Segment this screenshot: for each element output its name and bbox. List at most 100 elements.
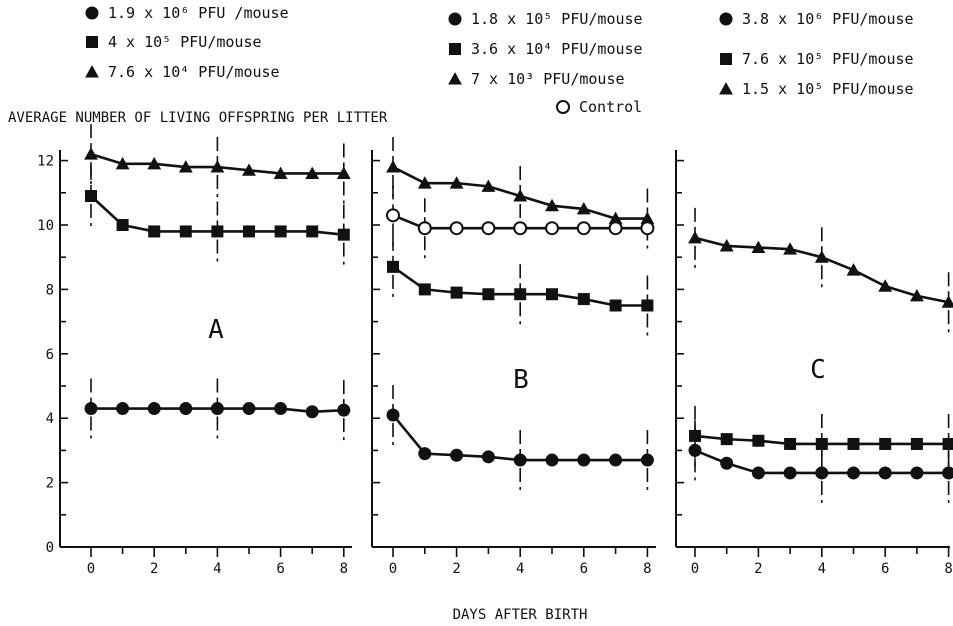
data-point-open-circle <box>386 208 400 223</box>
legend-entry: 7.6 x 10⁴ PFU/mouse <box>108 63 280 81</box>
data-point-triangle <box>178 160 193 173</box>
legend-marker-open-circle <box>556 100 570 114</box>
data-point-square <box>243 225 255 238</box>
data-point-square <box>387 260 399 273</box>
data-point-square <box>274 225 287 238</box>
x-tick-label: 6 <box>580 561 588 577</box>
data-point-circle <box>847 466 860 480</box>
legend-entry: 1.8 x 10⁵ PFU/mouse <box>471 10 643 28</box>
data-point-circle <box>513 453 527 467</box>
data-point-circle <box>609 453 623 467</box>
data-point-open-circle <box>640 221 655 236</box>
data-point-square <box>910 437 923 450</box>
data-point-square <box>116 219 129 231</box>
x-tick-label: 8 <box>944 561 952 577</box>
data-point-square <box>689 429 701 442</box>
data-point-circle <box>720 456 734 470</box>
legend-marker-circle <box>719 12 733 26</box>
data-point-triangle <box>688 230 702 244</box>
data-point-circle <box>577 453 591 467</box>
data-point-circle <box>305 405 319 419</box>
panel-label: A <box>208 315 224 345</box>
x-axis-label: DAYS AFTER BIRTH <box>453 607 588 623</box>
data-point-triangle <box>305 166 320 179</box>
data-point-circle <box>688 443 702 457</box>
data-point-triangle <box>941 295 953 308</box>
data-point-square <box>179 225 192 238</box>
data-point-triangle <box>719 239 734 252</box>
x-tick-label: 0 <box>691 561 699 577</box>
data-point-circle <box>242 402 256 416</box>
data-point-circle <box>910 466 924 480</box>
legend-entry: Control <box>579 98 642 116</box>
data-point-circle <box>386 408 400 422</box>
x-tick-label: 0 <box>389 561 397 577</box>
y-tick-label: 6 <box>46 347 54 363</box>
data-point-square <box>337 228 350 241</box>
data-point-triangle <box>84 147 98 160</box>
data-point-square <box>577 293 590 306</box>
data-point-triangle <box>449 176 464 189</box>
data-point-square <box>546 288 558 301</box>
legend-entry: 1.5 x 10⁵ PFU/mouse <box>742 80 914 98</box>
legend-entry: 7 x 10³ PFU/mouse <box>471 70 625 88</box>
data-point-circle <box>179 402 193 416</box>
x-tick-label: 6 <box>881 561 889 577</box>
panel-a: 0 2 4 6 8 10 12 0 2 4 6 8 A <box>37 124 352 577</box>
panel-label: C <box>810 355 826 385</box>
data-point-triangle <box>513 189 528 202</box>
x-tick-label: 6 <box>276 561 284 577</box>
data-point-triangle <box>608 211 623 225</box>
panel-label: B <box>513 365 529 395</box>
data-point-open-circle <box>417 221 432 236</box>
data-point-triangle <box>210 160 225 173</box>
data-point-square <box>752 434 765 447</box>
panels-layer: 0 2 4 6 8 10 12 0 2 4 6 8 A 0 2 4 6 8 B 0 2 4 6 8 C <box>37 124 953 577</box>
y-tick-label: 12 <box>37 154 54 170</box>
data-point-open-circle <box>513 221 528 236</box>
data-point-circle <box>815 466 829 480</box>
data-point-triangle <box>545 198 559 212</box>
legend-entry: 3.6 x 10⁴ PFU/mouse <box>471 40 643 58</box>
data-point-triangle <box>336 166 351 179</box>
y-tick-label: 2 <box>46 476 54 492</box>
data-point-circle <box>116 402 130 416</box>
legend-marker-triangle <box>448 72 462 85</box>
legend-marker-circle <box>448 12 462 26</box>
x-tick-label: 0 <box>87 561 95 577</box>
data-point-square <box>847 437 860 450</box>
data-point-triangle <box>814 250 829 263</box>
data-point-circle <box>274 402 288 416</box>
x-tick-label: 4 <box>516 561 524 577</box>
x-tick-label: 4 <box>213 561 221 577</box>
y-tick-label: 0 <box>46 540 54 556</box>
data-point-circle <box>147 402 161 416</box>
data-point-open-circle <box>449 221 464 236</box>
data-point-circle <box>418 447 432 461</box>
x-tick-label: 8 <box>340 561 348 577</box>
data-point-triangle <box>386 160 400 173</box>
legend-layer: 1.9 x 10⁶ PFU /mouse 4 x 10⁵ PFU/mouse 7.6… <box>85 4 914 116</box>
legend-entry: 3.8 x 10⁶ PFU/mouse <box>742 10 914 28</box>
y-tick-label: 8 <box>46 282 54 298</box>
data-point-square <box>148 225 161 238</box>
y-axis-label: AVERAGE NUMBER OF LIVING OFFSPRING PER L… <box>8 110 388 126</box>
data-point-triangle <box>115 156 130 170</box>
data-point-square <box>450 286 463 299</box>
legend-marker-square <box>449 43 461 55</box>
legend-entry: 4 x 10⁵ PFU/mouse <box>108 33 262 51</box>
data-point-circle <box>450 448 464 462</box>
data-point-triangle <box>273 166 288 179</box>
legend-entry: 1.9 x 10⁶ PFU /mouse <box>108 4 289 22</box>
data-point-circle <box>545 453 559 467</box>
x-tick-label: 4 <box>818 561 826 577</box>
data-point-square <box>85 190 97 203</box>
data-point-triangle <box>846 263 861 276</box>
data-point-square <box>641 299 654 312</box>
legend-entry: 7.6 x 10⁵ PFU/mouse <box>742 50 914 68</box>
x-tick-label: 2 <box>754 561 762 577</box>
data-point-square <box>211 225 224 238</box>
data-point-open-circle <box>545 221 559 236</box>
data-point-square <box>784 437 797 450</box>
